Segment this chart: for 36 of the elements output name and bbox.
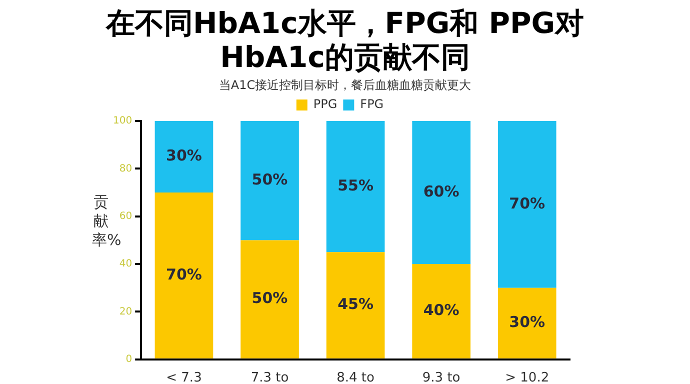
data-label: 70%	[166, 265, 202, 284]
y-tick-label: 60	[119, 210, 132, 222]
bar	[154, 121, 214, 193]
y-tick-label: 40	[119, 258, 132, 270]
x-tick-label: > 10.2	[505, 370, 550, 384]
bar	[326, 252, 385, 358]
y-tick-label: 100	[112, 116, 132, 127]
bar	[412, 264, 470, 358]
x-tick-label: 7.3 to	[250, 370, 289, 384]
legend-label: FPG	[360, 97, 384, 112]
data-label: 60%	[423, 182, 460, 200]
data-label: 40%	[423, 301, 460, 320]
data-label: 55%	[338, 176, 374, 194]
bar	[412, 121, 470, 264]
bar	[240, 121, 299, 240]
x-tick-label: < 7.3	[166, 370, 202, 384]
bar	[154, 192, 214, 358]
data-label: 50%	[252, 289, 288, 308]
y-tick-label: 20	[119, 306, 132, 318]
legend-label: PPG	[313, 97, 338, 112]
y-axis-title: 贡献率%	[92, 193, 122, 250]
bar	[240, 240, 299, 358]
x-tick-label: 9.3 to	[422, 370, 460, 384]
x-tick-label: 8.4 to	[336, 370, 375, 384]
data-label: 45%	[338, 295, 374, 314]
bar	[326, 121, 385, 252]
chart-subtitle: 当A1C接近控制目标时，餐后血糖血糖贡献更大	[218, 78, 472, 93]
y-tick-label: 0	[126, 354, 132, 365]
y-tick-label: 80	[119, 163, 132, 174]
data-label: 30%	[509, 313, 546, 332]
chart-title: 在不同HbA1c水平，FPG和 PPG对 HbA1c的贡献不同	[106, 6, 584, 74]
bar	[498, 288, 556, 358]
data-label: 70%	[509, 194, 546, 212]
data-label: 50%	[252, 170, 288, 188]
data-label: 30%	[166, 146, 202, 165]
bar	[498, 121, 556, 288]
